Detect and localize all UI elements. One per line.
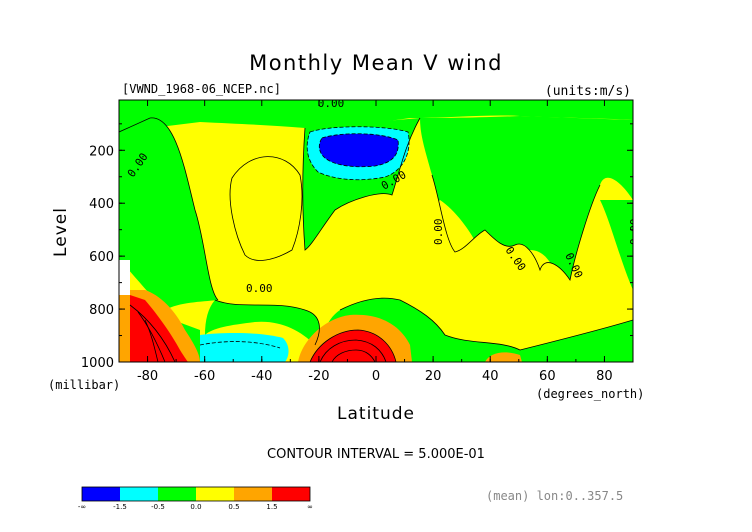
colorbar-label: 0.0 [190,503,201,511]
contour-line [137,311,166,362]
colorbar-bin [272,487,310,501]
contour-label: 0.00 [628,219,641,246]
contour-line [309,329,397,362]
y-axis: 200 400 600 800 1000 [81,123,633,371]
y-tick-label: 1000 [81,356,114,371]
contour-field: 0.00 0.00 0.00 0.00 0.00 0.00 0.00 0.00 [119,97,641,362]
contour-line [339,297,633,351]
colorbar-label: ∞ [307,503,313,511]
contour-line [431,174,601,282]
region-southern-green [119,117,218,310]
pocket-yellow-north [522,250,560,317]
contour-line [229,156,303,261]
colorbar-bin [196,487,234,501]
x-axis: -80 -60 -40 -20 0 20 40 60 80 [118,100,634,384]
contour-line [302,117,421,251]
colorbar-label: -∞ [78,503,86,511]
contour-line [214,299,320,346]
colorbar-frame [81,486,311,502]
colorbar-bin [120,487,158,501]
contour-line [306,126,410,181]
contour-label: 0.00 [246,282,273,295]
colorbar-label: -0.5 [151,503,165,511]
x-tick-label: 60 [539,369,556,384]
region-midlat-green [205,300,320,345]
file-label: [VWND_1968-06_NCEP.nc] [122,82,281,96]
masked-region [119,260,130,295]
region-north-orange [485,352,522,362]
y-axis-title: Level [51,207,71,257]
contour-interval: CONTOUR INTERVAL = 5.000E-01 [267,447,485,462]
y-tick-label: 400 [89,197,114,212]
region-polar-red [130,295,188,362]
x-axis-units: (degrees_north) [536,387,644,401]
x-tick-label: 0 [372,369,380,384]
x-tick-label: -20 [308,369,329,384]
units-label: (units:m/s) [545,84,631,99]
contour-line [318,133,399,168]
chart-title: Monthly Mean V wind [249,51,503,75]
pocket-yellow-south [230,156,303,261]
contour-lines [119,117,633,362]
contour-line [129,304,176,362]
colorbar: -∞ -1.5 -0.5 0.0 0.5 1.5 ∞ [78,486,313,511]
region-north-edge-green [600,200,633,290]
region-lowlevel-cyan [200,333,289,362]
footer-note: (mean) lon:0..357.5 [486,489,623,503]
colorbar-bin [82,487,120,501]
y-tick-label: 800 [89,303,114,318]
colorbar-label: -1.5 [113,503,127,511]
colorbar-bin [158,487,196,501]
contour-label-bg [316,100,346,109]
contour-line [144,319,159,362]
x-tick-label: 80 [596,369,613,384]
contour-line [331,349,376,362]
contour-line [319,339,387,362]
contour-line [119,117,219,301]
y-axis-units: (millibar) [48,378,120,392]
colorbar-bin [234,487,272,501]
contour-line [199,341,281,349]
x-tick-label: -60 [194,369,215,384]
colorbar-label: 0.5 [228,503,239,511]
x-tick-label: 20 [425,369,442,384]
pocket-yellow-tropics [432,200,480,300]
x-tick-label: -40 [251,369,272,384]
x-axis-title: Latitude [337,404,415,424]
colorbar-label: 1.5 [266,503,277,511]
region-jet-blue [319,133,399,167]
contour-label: 0.00 [318,97,345,110]
region-upper-green [119,100,633,132]
contour-label: 0.00 [432,219,445,246]
x-tick-label: -80 [137,369,158,384]
y-tick-label: 200 [89,144,114,159]
y-tick-label: 600 [89,250,114,265]
x-tick-label: 40 [482,369,499,384]
